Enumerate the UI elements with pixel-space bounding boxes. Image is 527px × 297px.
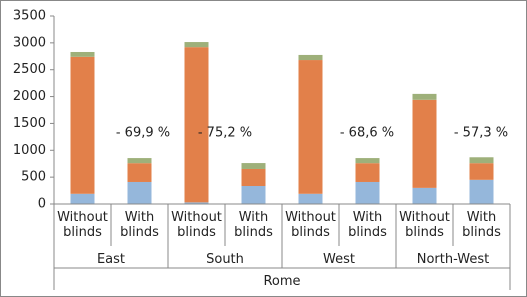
bar-segment (412, 93, 437, 100)
bar-segment (298, 54, 323, 61)
supergroup-label: Rome (263, 274, 301, 289)
x-tick-label: Without blinds (399, 210, 450, 240)
bar-segment (70, 56, 95, 194)
x-tick-label: With blinds (348, 210, 387, 240)
group-label: South (206, 252, 244, 267)
bar-segment (70, 51, 95, 57)
bar-segment (412, 99, 437, 188)
bar-segment (70, 193, 95, 204)
y-tick-label: 0 (38, 197, 46, 212)
y-tick-label: 500 (21, 170, 46, 185)
annotation: - 68,6 % (340, 126, 394, 141)
bar-segment (241, 168, 266, 187)
bar-segment (184, 202, 209, 204)
x-tick-label: Without blinds (57, 210, 108, 240)
bar-segment (412, 187, 437, 204)
bar-segment (127, 181, 152, 204)
x-tick-label: With blinds (462, 210, 501, 240)
y-tick-label: 1500 (13, 116, 46, 131)
x-tick-label: With blinds (234, 210, 273, 240)
bar-segment (184, 47, 209, 203)
x-tick-label: Without blinds (285, 210, 336, 240)
annotation: - 57,3 % (454, 126, 508, 141)
group-label: East (96, 252, 126, 267)
bar-segment (184, 42, 209, 48)
group-label: West (323, 252, 355, 267)
x-tick-label: Without blinds (171, 210, 222, 240)
annotation: - 75,2 % (198, 126, 252, 141)
group-label: North-West (416, 252, 490, 267)
y-tick-label: 1000 (13, 143, 46, 158)
annotation: - 69,9 % (116, 126, 170, 141)
bar-segment (469, 157, 494, 164)
bar-segment (355, 181, 380, 204)
bar-segment (127, 158, 152, 164)
bar-segment (241, 186, 266, 204)
bar-segment (469, 163, 494, 180)
y-tick-label: 2500 (13, 62, 46, 77)
bar-segment (298, 60, 323, 194)
bar-segment (241, 163, 266, 169)
bar-segment (355, 163, 380, 182)
y-tick-label: 2000 (13, 89, 46, 104)
bar-segment (469, 179, 494, 204)
bar-segment (355, 158, 380, 164)
bar-segment (298, 193, 323, 204)
x-tick-label: With blinds (120, 210, 159, 240)
y-tick-label: 3000 (13, 35, 46, 50)
bar-segment (127, 163, 152, 182)
y-tick-label: 3500 (13, 9, 46, 24)
